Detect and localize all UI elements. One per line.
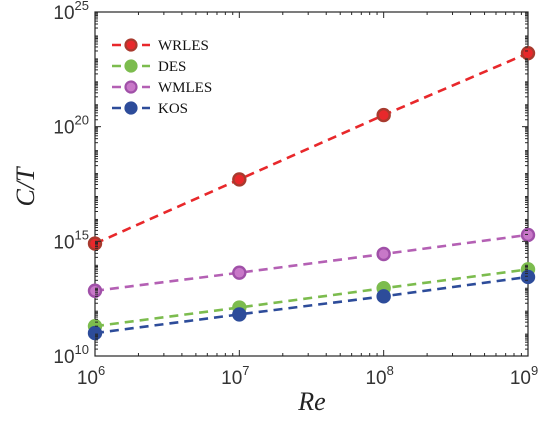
data-point-kos bbox=[232, 307, 247, 322]
legend-label-des: DES bbox=[158, 59, 186, 75]
data-point-kos bbox=[87, 325, 103, 341]
legend-item-des: DES bbox=[112, 59, 186, 75]
x-tick-label: 108 bbox=[365, 363, 393, 389]
series-line-wrles bbox=[94, 52, 529, 245]
x-axis: 106 107 108 109 bbox=[77, 12, 538, 389]
y-tick-label: 1025 bbox=[53, 0, 89, 24]
legend-marker-wmles bbox=[124, 80, 138, 94]
data-point-wrles bbox=[376, 107, 391, 123]
data-point-kos bbox=[376, 289, 391, 304]
legend-marker-wrles bbox=[124, 38, 138, 52]
legend-label-kos: KOS bbox=[158, 101, 188, 117]
legend-marker-kos bbox=[124, 101, 138, 115]
legend-marker-des bbox=[124, 59, 138, 73]
legend: WRLES DES WMLES KOS bbox=[112, 38, 212, 117]
y-axis-label: C/T bbox=[11, 166, 40, 207]
x-tick-label: 106 bbox=[77, 363, 105, 389]
data-point-wrles bbox=[232, 172, 247, 187]
series-line-kos bbox=[94, 275, 529, 335]
series-line-des bbox=[94, 268, 529, 328]
data-point-wrles bbox=[520, 45, 536, 61]
legend-label-wmles: WMLES bbox=[158, 80, 212, 96]
series-kos bbox=[87, 269, 536, 341]
data-point-wmles bbox=[232, 265, 247, 280]
y-tick-label: 1010 bbox=[53, 342, 89, 368]
data-point-wmles bbox=[376, 246, 391, 262]
y-tick-label: 1015 bbox=[53, 227, 89, 253]
y-tick-label: 1020 bbox=[53, 113, 89, 139]
data-point-kos bbox=[520, 269, 536, 285]
series-line-wmles bbox=[94, 233, 529, 293]
x-axis-label: Re bbox=[297, 387, 325, 416]
legend-item-wmles: WMLES bbox=[112, 80, 212, 96]
x-tick-label: 107 bbox=[221, 363, 249, 389]
y-axis: 1010 1015 1020 1025 bbox=[53, 0, 528, 368]
legend-item-kos: KOS bbox=[112, 101, 188, 117]
legend-item-wrles: WRLES bbox=[112, 38, 209, 54]
x-tick-label: 109 bbox=[510, 363, 538, 389]
legend-label-wrles: WRLES bbox=[158, 38, 209, 54]
